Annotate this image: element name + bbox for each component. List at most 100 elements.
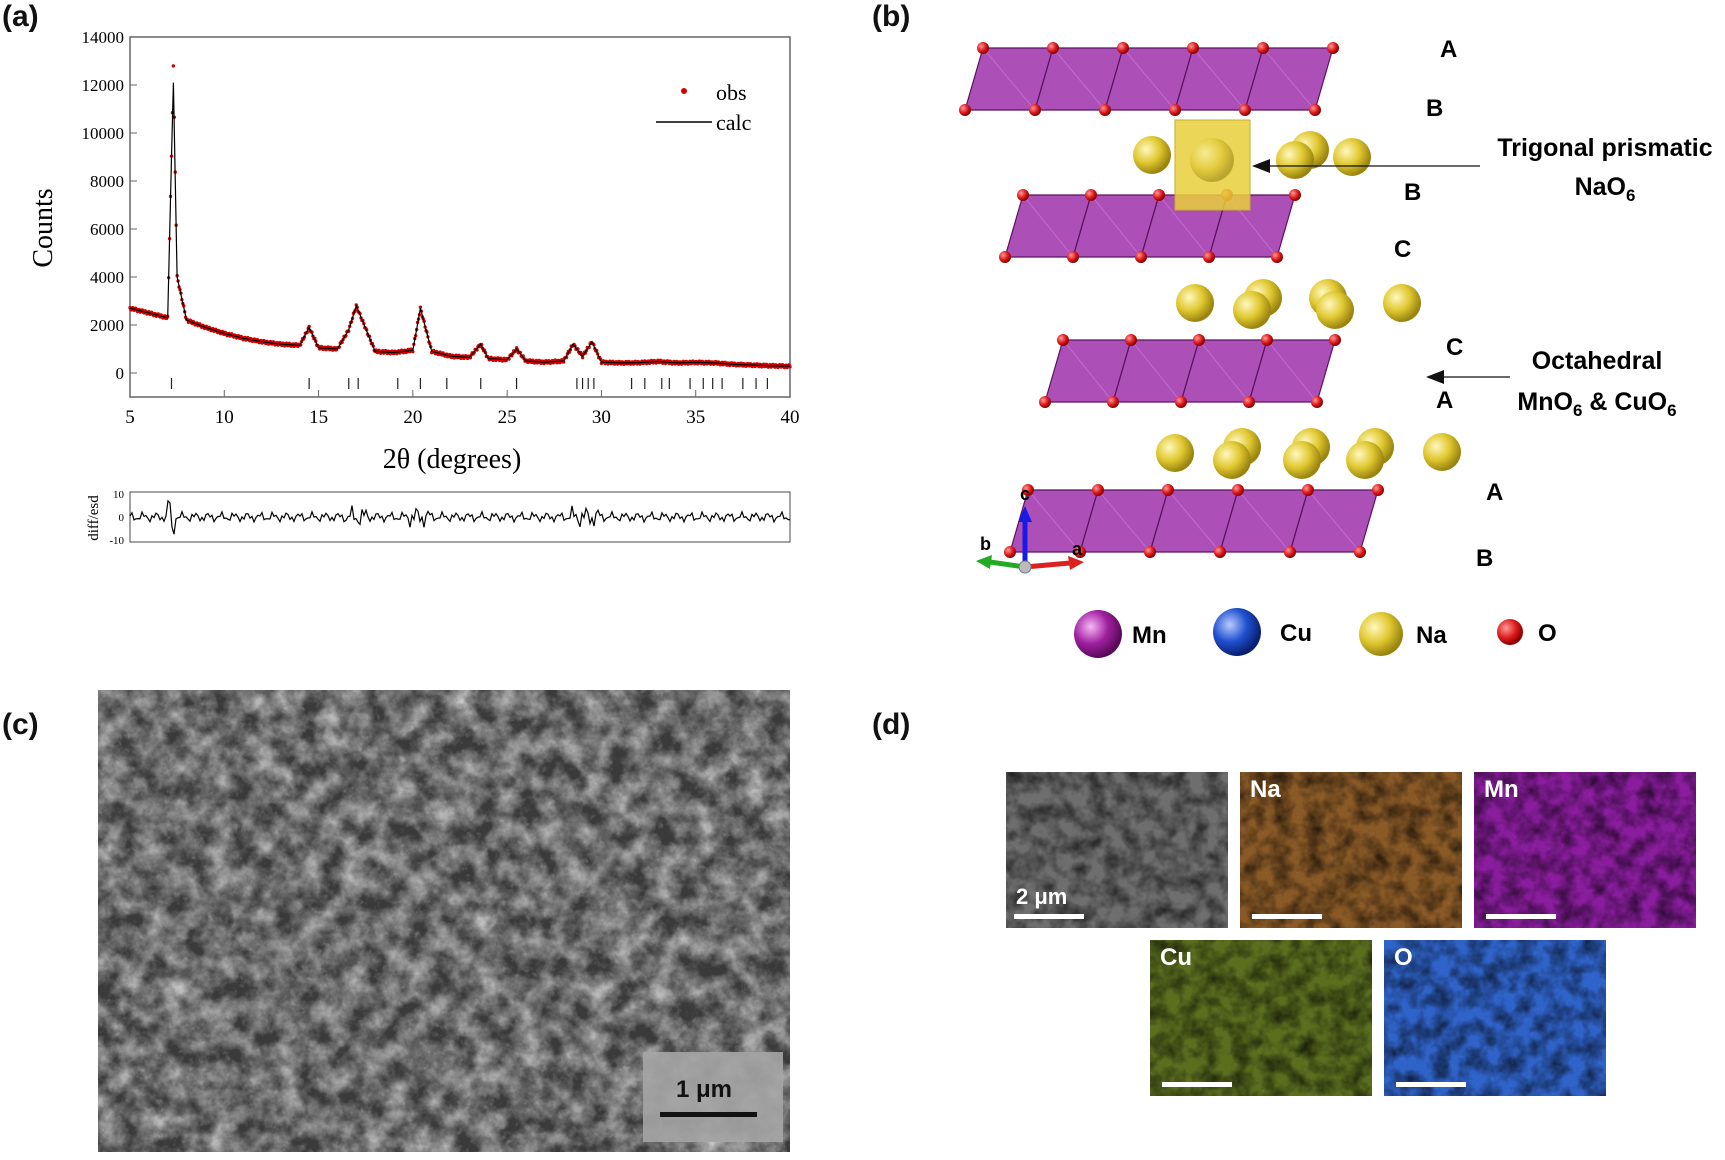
oxygen-atom (1074, 546, 1086, 558)
stack-label-6: A (1436, 387, 1453, 414)
diff-series-line (129, 499, 791, 535)
prismatic-label-line1: Trigonal prismatic (1497, 134, 1712, 162)
x-tick-label: 35 (686, 407, 705, 428)
y-tick-label: 2000 (90, 316, 124, 335)
oxygen-atom (1004, 546, 1016, 558)
eds-map-label: Cu (1160, 944, 1192, 971)
panel-label-b: (b) (872, 0, 911, 33)
panel-label-c: (c) (2, 708, 39, 741)
oxygen-atom (1271, 251, 1283, 263)
legend-mn-label: Mn (1132, 622, 1167, 649)
diff-frame (129, 491, 791, 543)
octahedron-edge (1097, 489, 1151, 553)
na-atom (1176, 284, 1214, 322)
prismatic-arrowhead (1252, 159, 1270, 173)
legend-na-sphere (1359, 612, 1403, 656)
prism-na-atom (1190, 138, 1234, 182)
stack-label-2: B (1426, 95, 1443, 122)
stack-label-5: C (1446, 334, 1463, 361)
oxygen-atom (1169, 104, 1181, 116)
octahedral-arrowhead (1426, 370, 1444, 384)
oxygen-atom (977, 42, 989, 54)
octahedron-edge (1130, 339, 1182, 403)
diff-tick-0: 0 (119, 512, 125, 524)
eds-scale-label: 2 μm (1016, 884, 1068, 909)
y-tick-label: 6000 (90, 220, 124, 239)
x-tick-label: 30 (592, 407, 611, 428)
legend-cu-sphere (1213, 608, 1261, 656)
oxygen-atom (1067, 251, 1079, 263)
oxygen-atom (1057, 334, 1069, 346)
eds-scale-bar (1014, 914, 1084, 919)
oxygen-atom (1302, 484, 1314, 496)
crystal-structure-figure: A B B C C A A B Trigonal prismatic NaO6 … (959, 36, 1713, 658)
octahedron-edge (1022, 194, 1074, 258)
octahedron-edge (1158, 194, 1210, 258)
oxygen-atom (959, 104, 971, 116)
oxygen-atom (1039, 396, 1051, 408)
oxygen-atom (1289, 189, 1301, 201)
octahedron-edge (1122, 47, 1176, 111)
legend-cu-label: Cu (1280, 620, 1312, 647)
axis-b-label: b (980, 534, 991, 554)
na-atom (1346, 441, 1384, 479)
oxygen-atom (1239, 104, 1251, 116)
sem-scale-box (643, 1052, 783, 1142)
legend-o-sphere (1497, 619, 1523, 645)
axis-a-arrow (1024, 560, 1071, 570)
oxygen-atom (1203, 251, 1215, 263)
oxygen-atom (1117, 42, 1129, 54)
eds-map-label: O (1394, 944, 1413, 971)
oxygen-atom (1029, 104, 1041, 116)
x-tick-label: 10 (215, 407, 234, 428)
stack-label-7: A (1486, 479, 1503, 506)
oxygen-atom (1092, 484, 1104, 496)
oxygen-atom (1085, 189, 1097, 201)
y-tick-label: 12000 (82, 76, 125, 95)
legend-na-label: Na (1416, 622, 1447, 649)
panel-label-a: (a) (2, 0, 39, 33)
octahedron-edge (1307, 489, 1361, 553)
sem-scale-label: 1 μm (676, 1076, 732, 1103)
axis-c-label: c (1020, 484, 1030, 504)
na-atom (1316, 291, 1354, 329)
octahedron-edge (982, 47, 1036, 111)
x-tick-label: 40 (781, 407, 800, 428)
x-tick-label: 15 (309, 407, 328, 428)
sem-image: 1 μm (98, 690, 790, 1152)
y-tick-label: 10000 (82, 124, 125, 143)
panel-label-d: (d) (872, 708, 911, 741)
oxygen-atom (1327, 42, 1339, 54)
stack-label-4: C (1394, 236, 1411, 263)
oxygen-atom (1232, 484, 1244, 496)
oxygen-atom (1017, 189, 1029, 201)
oxygen-atom (1309, 104, 1321, 116)
octahedral-label-line1: Octahedral (1532, 347, 1663, 375)
oxygen-atom (1354, 546, 1366, 558)
oxygen-atom (1214, 546, 1226, 558)
octahedron-edge (1167, 489, 1221, 553)
axis-origin (1018, 560, 1032, 574)
oxygen-atom (1193, 334, 1205, 346)
stack-label-8: B (1476, 545, 1493, 572)
oxygen-atom (1099, 104, 1111, 116)
octahedron-edge (1266, 339, 1318, 403)
oxygen-atom (1144, 546, 1156, 558)
eds-map-mn: Mn (1474, 772, 1696, 928)
oxygen-atom (1162, 484, 1174, 496)
stack-label-3: B (1404, 179, 1421, 206)
na-atom (1423, 433, 1461, 471)
oxygen-atom (1125, 334, 1137, 346)
na-atom (1133, 136, 1171, 174)
octahedron-edge (1090, 194, 1142, 258)
x-tick-label: 25 (498, 407, 517, 428)
oxygen-atom (1257, 42, 1269, 54)
y-tick-label: 14000 (82, 28, 125, 47)
diff-y-label: diff/esd (86, 495, 102, 541)
oxygen-atom (1284, 546, 1296, 558)
na-atom (1156, 434, 1194, 472)
na-atom (1276, 141, 1314, 179)
octahedron-edge (1237, 489, 1291, 553)
octahedron-edge (1198, 339, 1250, 403)
x-axis-label: 2θ (degrees) (383, 444, 522, 475)
